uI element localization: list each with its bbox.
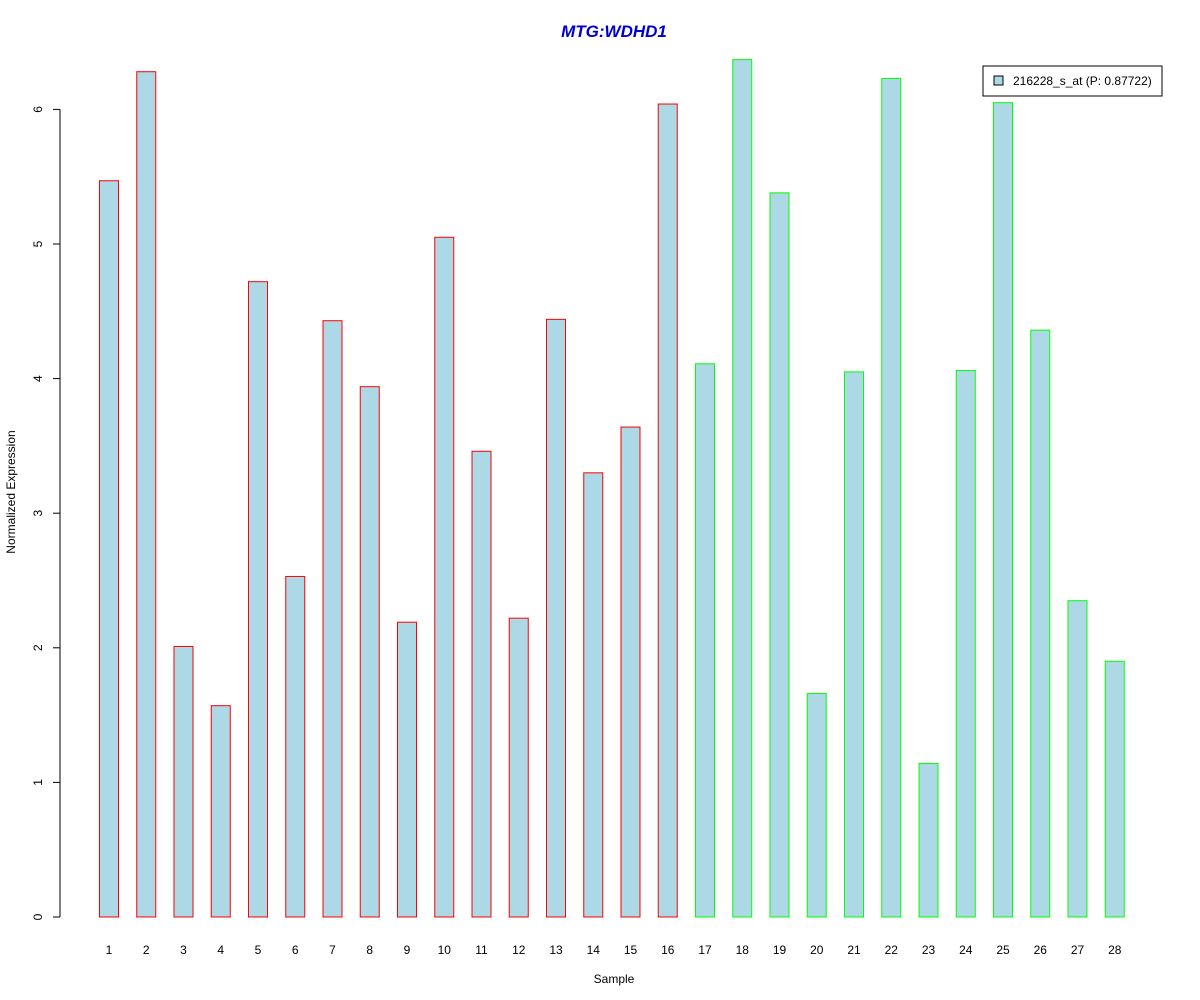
- bar-2: [136, 71, 157, 918]
- x-tick-label: 7: [329, 943, 336, 957]
- bar-15: [620, 426, 641, 918]
- x-tick-label: 6: [292, 943, 299, 957]
- y-tick-label: 6: [31, 106, 45, 113]
- x-tick-label: 26: [1034, 943, 1048, 957]
- y-tick-label: 0: [31, 913, 45, 920]
- x-tick-label: 21: [847, 943, 861, 957]
- legend: 216228_s_at (P: 0.87722): [982, 65, 1163, 97]
- x-tick-label: 24: [959, 943, 973, 957]
- bar-3: [173, 645, 194, 918]
- y-tick-label: 3: [31, 510, 45, 517]
- bar-16: [657, 103, 678, 918]
- chart-title: MTG:WDHD1: [561, 22, 667, 41]
- x-tick-label: 11: [475, 943, 488, 957]
- bar-25: [993, 102, 1013, 918]
- bar-5: [248, 281, 268, 918]
- x-tick-label: 27: [1071, 943, 1085, 957]
- x-tick-label: 22: [885, 943, 899, 957]
- bar-9: [397, 621, 417, 918]
- bar-8: [359, 386, 380, 918]
- x-tick-label: 23: [922, 943, 936, 957]
- x-tick-label: 12: [512, 943, 526, 957]
- x-tick-label: 2: [143, 943, 150, 957]
- x-tick-label: 13: [549, 943, 563, 957]
- bar-17: [695, 363, 715, 918]
- y-tick-label: 5: [31, 240, 45, 247]
- bar-1: [99, 180, 119, 918]
- bar-22: [881, 77, 902, 918]
- x-tick-label: 17: [698, 943, 712, 957]
- bar-27: [1067, 600, 1088, 918]
- y-tick-label: 2: [31, 644, 45, 651]
- x-tick-label: 4: [217, 943, 224, 957]
- bar-14: [583, 472, 604, 918]
- bar-20: [806, 693, 827, 918]
- legend-box: [982, 65, 1163, 97]
- legend-entry-label: 216228_s_at (P: 0.87722): [1013, 74, 1152, 88]
- x-tick-label: 10: [438, 943, 452, 957]
- bar-28: [1104, 660, 1125, 918]
- bar-19: [769, 192, 790, 918]
- x-tick-label: 28: [1108, 943, 1122, 957]
- x-tick-label: 18: [736, 943, 750, 957]
- x-tick-label: 5: [255, 943, 262, 957]
- x-tick-label: 14: [587, 943, 601, 957]
- bar-7: [322, 320, 343, 918]
- x-tick-label: 8: [366, 943, 373, 957]
- x-tick-label: 9: [404, 943, 411, 957]
- x-tick-label: 1: [106, 943, 113, 957]
- x-tick-label: 3: [180, 943, 187, 957]
- bar-11: [471, 450, 492, 918]
- y-axis: 0 1 2 3 4 5 6: [31, 106, 61, 920]
- bar-24: [955, 370, 976, 918]
- x-tick-label: 15: [624, 943, 638, 957]
- x-tick-label: 20: [810, 943, 824, 957]
- bar-10: [434, 236, 455, 918]
- x-tick-label: 16: [661, 943, 675, 957]
- x-tick-label: 19: [773, 943, 787, 957]
- bar-21: [844, 371, 864, 918]
- x-tick-label: 25: [996, 943, 1010, 957]
- bar-12: [508, 617, 529, 918]
- y-tick-label: 4: [31, 375, 45, 382]
- y-axis-label: Normalized Expression: [4, 430, 18, 553]
- bar-6: [285, 575, 306, 918]
- bar-26: [1030, 329, 1051, 918]
- bar-18: [732, 59, 753, 918]
- bars-group: [99, 59, 1125, 918]
- bar-4: [210, 705, 231, 918]
- bar-13: [546, 318, 566, 918]
- x-axis-label: Sample: [594, 972, 635, 986]
- x-tick-labels: 1 2 3 4 5 6 7 8 9 10 11 12 13 14 15 16 17 18 19 20 21 22 23 24 2…: [106, 943, 1122, 957]
- y-tick-label: 1: [31, 779, 45, 786]
- bar-23: [918, 763, 939, 918]
- legend-swatch: [993, 75, 1004, 86]
